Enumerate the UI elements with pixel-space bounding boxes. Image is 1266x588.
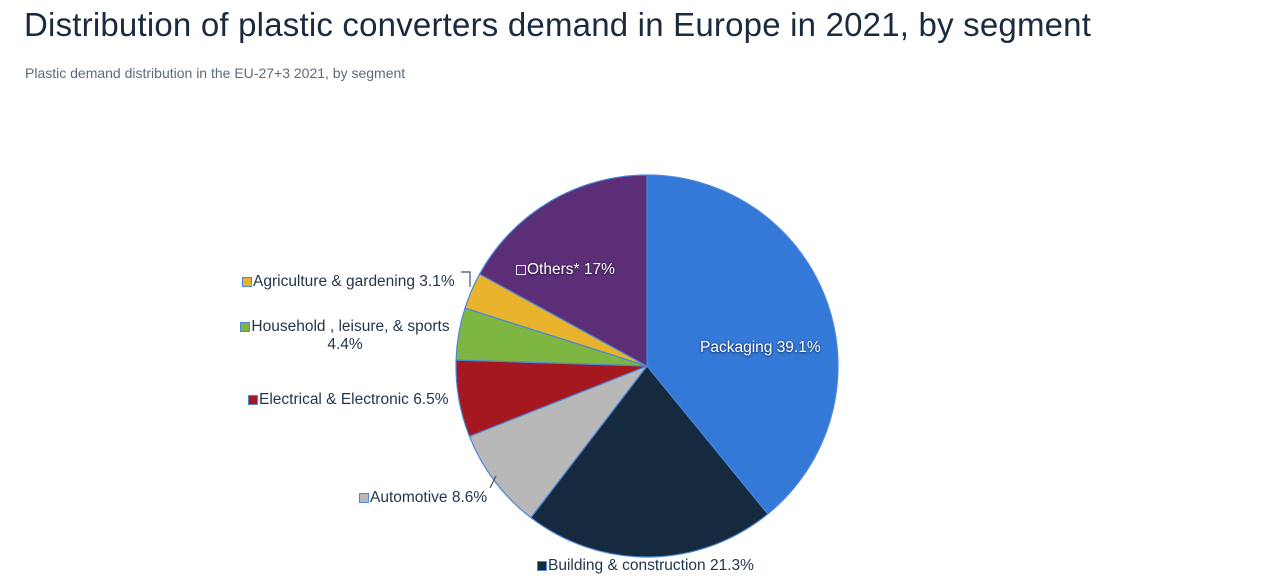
household-legend-marker [240,322,251,332]
pie-slice-building-construction[interactable] [530,365,769,558]
pie-label-electrical-text: Electrical & Electronic 6.5% [259,391,449,408]
leader-line-agriculture [461,271,471,287]
pie-label-building-text: Building & construction 21.3% [548,557,754,574]
building-legend-marker [537,561,547,571]
pie-label-agriculture: Agriculture & gardening 3.1% [242,273,455,291]
pie-label-agriculture-text: Agriculture & gardening 3.1% [253,273,455,290]
others-legend-marker [516,265,526,275]
pie-label-automotive-text: Automotive 8.6% [370,489,488,506]
pie-slice-others[interactable] [479,174,648,367]
pie-label-automotive: Automotive 8.6% [359,489,487,507]
electrical-legend-marker [248,395,258,405]
pie-label-others: Others* 17% [516,261,615,279]
pie-label-packaging: Packaging 39.1% [700,339,821,357]
pie-label-building: Building & construction 21.3% [537,557,754,575]
page-subtitle: Plastic demand distribution in the EU-27… [25,65,406,81]
pie-label-household-line1: Household , leisure, & sports [251,318,450,335]
automotive-legend-marker [359,493,369,503]
pie-label-electrical: Electrical & Electronic 6.5% [248,391,449,409]
pie-label-household-line2: 4.4% [327,336,363,353]
agriculture-legend-marker [242,277,252,287]
pie-slice-automotive[interactable] [468,365,648,519]
pie-slice-packaging[interactable] [646,174,839,515]
pie-label-others-text: Others* 17% [527,261,615,278]
pie-slices [455,174,839,558]
pie-label-packaging-text: Packaging 39.1% [700,339,821,356]
page-title: Distribution of plastic converters deman… [24,6,1092,43]
pie-label-household: Household , leisure, & sports 4.4% [231,318,459,354]
leader-line-automotive [489,475,497,489]
